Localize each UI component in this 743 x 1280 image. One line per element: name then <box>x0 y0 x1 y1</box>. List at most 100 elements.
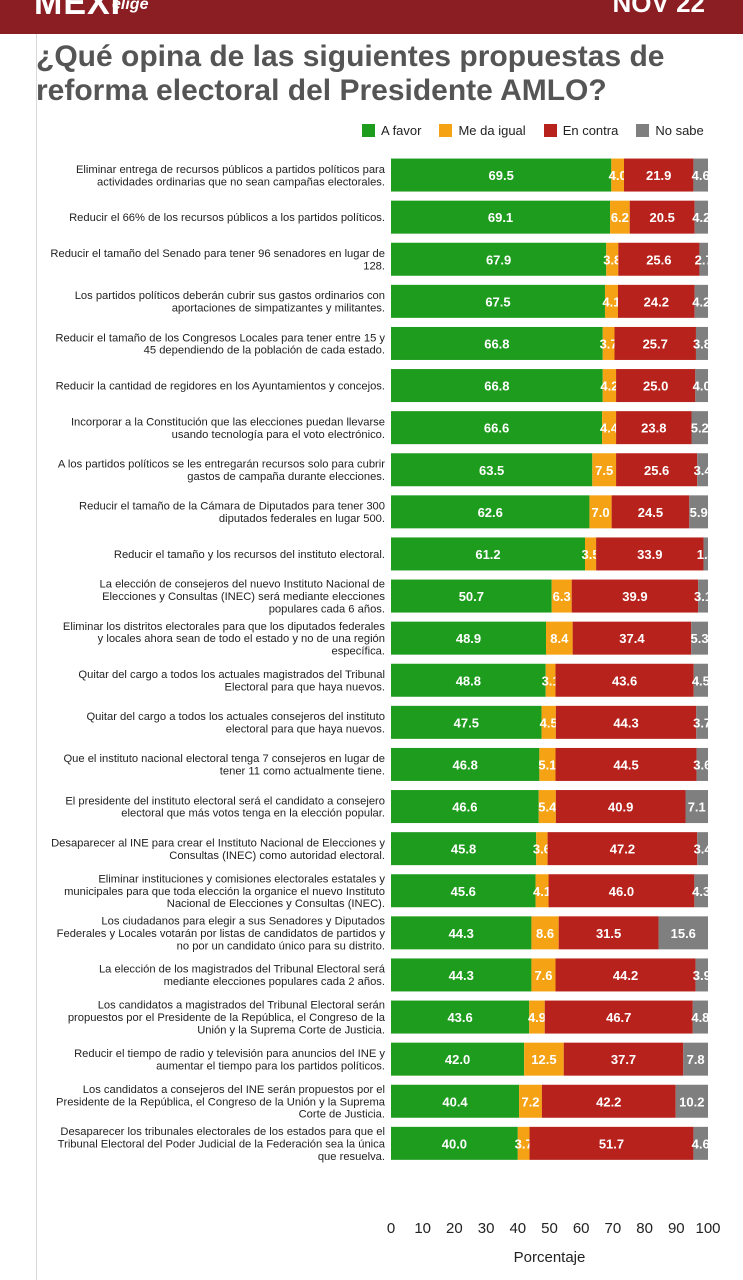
data-label: 3.7 <box>693 715 711 730</box>
bar-segment <box>391 705 542 739</box>
category-label: Quitar del cargo a todos los actuales co… <box>86 711 385 735</box>
bar-segment <box>536 832 548 866</box>
bar-segment <box>391 874 536 908</box>
chart-title: ¿Qué opina de las siguientes propuestas … <box>36 40 665 107</box>
data-label: 66.6 <box>484 421 509 436</box>
bar-segment <box>617 284 695 318</box>
data-label: 2.7 <box>695 252 713 267</box>
data-label: 48.9 <box>456 631 481 646</box>
bar-segment <box>606 242 619 276</box>
bar-segment <box>555 747 697 781</box>
bar-segment <box>610 200 630 234</box>
bar-segment <box>391 284 605 318</box>
legend-swatch-en-contra <box>543 124 557 137</box>
data-label: 66.8 <box>484 336 509 351</box>
data-label: 4.1 <box>602 294 620 309</box>
data-label: 40.4 <box>442 1094 468 1109</box>
bar-segment <box>683 1042 708 1076</box>
bar-segment <box>695 958 708 992</box>
data-label: 8.6 <box>536 926 554 941</box>
category-label: Eliminar los distritos electorales para … <box>63 621 386 658</box>
chart-legend: A favor Me da igual En contra No sabe <box>362 123 704 138</box>
bar-segment <box>391 411 603 445</box>
bar-segment <box>391 663 546 697</box>
bar-segment <box>545 663 556 697</box>
bar-segment <box>602 326 615 360</box>
category-label: Que el instituto nacional electoral teng… <box>63 753 385 777</box>
category-label: Reducir el tamaño del Senado para tener … <box>50 248 385 272</box>
data-label: 37.4 <box>619 631 645 646</box>
left-frame-line <box>36 34 37 1280</box>
bar-segment <box>391 1042 525 1076</box>
data-label: 4.0 <box>693 379 711 394</box>
bar-segment <box>614 326 696 360</box>
bar-segment <box>538 790 556 824</box>
data-label: 8.4 <box>550 631 569 646</box>
bar-segment <box>611 495 690 529</box>
category-label: Los ciudadanos para elegir a sus Senador… <box>57 916 386 953</box>
bar-segment <box>629 200 695 234</box>
category-label: Quitar del cargo a todos los actuales ma… <box>78 669 385 693</box>
data-label: 47.5 <box>454 715 479 730</box>
bar-segment <box>693 1126 708 1160</box>
data-label: 3.9 <box>693 968 711 983</box>
category-label: Los candidatos a consejeros del INE será… <box>56 1084 386 1121</box>
data-label: 62.6 <box>478 505 503 520</box>
bar-segment <box>558 916 659 950</box>
data-label: 23.8 <box>641 421 666 436</box>
data-label: 3.6 <box>693 757 711 772</box>
bar-segment <box>658 916 708 950</box>
data-label: 46.8 <box>453 757 478 772</box>
bar-segment <box>604 284 618 318</box>
bar-segment <box>589 495 612 529</box>
bar-segment <box>391 369 603 403</box>
data-label: 10.2 <box>679 1094 704 1109</box>
bar-segment <box>391 621 547 655</box>
data-label: 7.0 <box>592 505 610 520</box>
data-label: 24.2 <box>644 294 669 309</box>
x-tick-label: 70 <box>605 1220 622 1237</box>
data-label: 4.0 <box>609 168 627 183</box>
data-label: 3.4 <box>694 842 713 857</box>
data-label: 3.7 <box>600 336 618 351</box>
data-label: 25.7 <box>643 336 668 351</box>
bar-segment <box>694 874 708 908</box>
bar-segment <box>611 158 624 192</box>
legend-item-en-contra: En contra <box>543 123 618 138</box>
bar-segment <box>697 832 708 866</box>
category-label: Eliminar entrega de recursos públicos a … <box>76 164 386 188</box>
data-label: 7.8 <box>687 1052 705 1067</box>
data-label: 25.6 <box>644 463 669 478</box>
legend-item-no-sabe: No sabe <box>636 123 704 138</box>
bar-segment <box>555 790 686 824</box>
legend-item-me-da-igual: Me da igual <box>439 123 526 138</box>
bar-segment <box>391 1000 530 1034</box>
bar-segment <box>517 1126 530 1160</box>
category-label: Los partidos políticos deberán cubrir su… <box>75 290 385 314</box>
bar-segment <box>391 916 532 950</box>
x-tick-label: 20 <box>446 1220 463 1237</box>
data-label: 37.7 <box>611 1052 636 1067</box>
bar-segment <box>391 747 540 781</box>
data-label: 4.1 <box>533 884 551 899</box>
bar-segment <box>689 495 708 529</box>
data-label: 43.6 <box>612 673 637 688</box>
legend-swatch-a-favor <box>362 124 375 137</box>
bar-segment <box>693 663 709 697</box>
bar-segment <box>602 369 617 403</box>
data-label: 69.1 <box>488 210 513 225</box>
data-label: 45.6 <box>451 884 476 899</box>
data-label: 51.7 <box>599 1136 624 1151</box>
data-label: 44.3 <box>449 926 474 941</box>
bar-segment <box>391 579 552 613</box>
data-label: 40.9 <box>608 800 633 815</box>
bar-segment <box>698 579 708 613</box>
bar-segment <box>391 790 539 824</box>
data-label: 7.6 <box>534 968 552 983</box>
category-label: Reducir el tamaño y los recursos del ins… <box>114 549 385 561</box>
bar-segment <box>692 1000 708 1034</box>
bar-segment <box>616 411 692 445</box>
x-tick-label: 90 <box>668 1220 685 1237</box>
data-label: 44.5 <box>613 757 638 772</box>
